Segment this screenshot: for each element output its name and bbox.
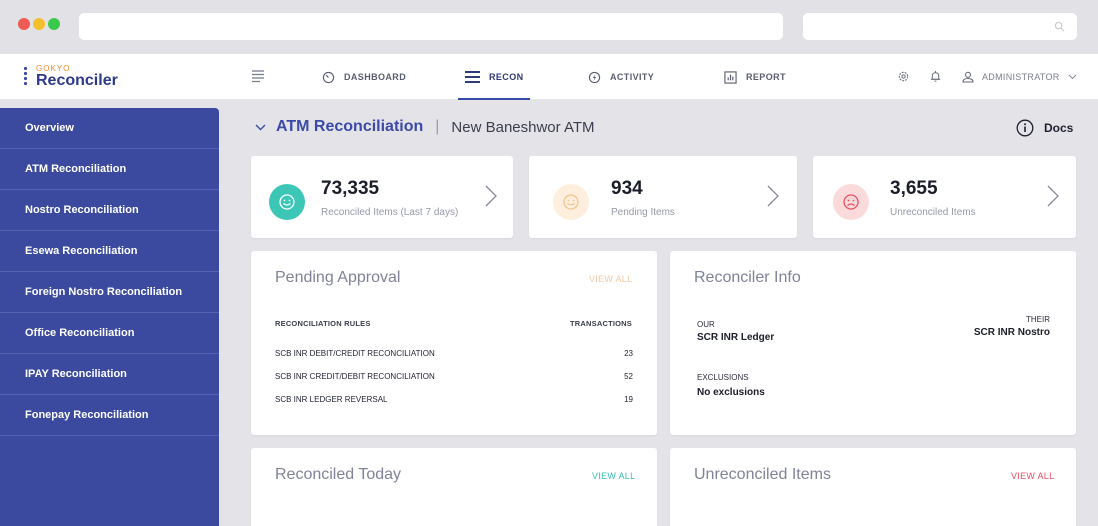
address-bar[interactable]	[79, 13, 783, 40]
their-label: THEIR	[1026, 315, 1050, 324]
activity-icon	[588, 71, 601, 83]
stat-label: Unreconciled Items	[890, 207, 976, 218]
page-subtitle: New Baneshwor ATM	[451, 118, 595, 136]
sidebar-item-foreign-nostro-reconciliation[interactable]: Foreign Nostro Reconciliation	[0, 272, 219, 313]
stat-value: 73,335	[321, 178, 380, 199]
view-all-link[interactable]: VIEW ALL	[589, 274, 633, 284]
stat-label: Pending Items	[611, 207, 675, 218]
sidebar-item-nostro-reconciliation[interactable]: Nostro Reconciliation	[0, 190, 219, 231]
maximize-window-dot[interactable]	[48, 18, 60, 30]
reconciler-info-panel: Reconciler Info OUR SCR INR Ledger THEIR…	[670, 251, 1076, 435]
close-window-dot[interactable]	[18, 18, 30, 30]
info-icon	[1016, 119, 1034, 137]
report-chart-icon	[724, 70, 737, 84]
reconciled-today-panel: Reconciled Today VIEW ALL	[251, 448, 657, 526]
list-icon	[465, 71, 480, 83]
view-all-link[interactable]: VIEW ALL	[1011, 471, 1055, 481]
stat-card-unreconciled[interactable]: 3,655 Unreconciled Items	[813, 156, 1076, 238]
our-label: OUR	[697, 320, 715, 329]
stat-value: 934	[611, 178, 643, 199]
tab-activity-label: ACTIVITY	[610, 72, 655, 82]
tab-recon[interactable]: RECON	[465, 54, 524, 100]
chevron-right-icon	[767, 185, 779, 207]
panel-title: Reconciler Info	[694, 269, 801, 286]
user-icon	[962, 71, 974, 83]
browser-search-input[interactable]	[803, 13, 1077, 40]
tab-report-label: REPORT	[746, 72, 786, 82]
sidebar-item-label: Overview	[25, 122, 74, 134]
tab-dashboard[interactable]: DASHBOARD	[322, 54, 406, 100]
table-row-rule[interactable]: SCB INR CREDIT/DEBIT RECONCILIATION	[275, 372, 435, 381]
sidebar-item-fonepay-reconciliation[interactable]: Fonepay Reconciliation	[0, 395, 219, 436]
panel-title: Pending Approval	[275, 269, 401, 286]
sidebar-item-label: Foreign Nostro Reconciliation	[25, 286, 183, 298]
user-menu[interactable]: ADMINISTRATOR	[962, 54, 1085, 100]
sidebar-item-label: Nostro Reconciliation	[25, 204, 139, 216]
stat-card-reconciled[interactable]: 73,335 Reconciled Items (Last 7 days)	[251, 156, 513, 238]
stat-card-pending[interactable]: 934 Pending Items	[529, 156, 797, 238]
table-row-count: 23	[624, 349, 633, 358]
page-title-row: ATM Reconciliation | New Baneshwor ATM	[255, 113, 595, 141]
sidebar-item-label: ATM Reconciliation	[25, 163, 127, 175]
exclusions-value: No exclusions	[697, 387, 765, 398]
search-icon	[1054, 21, 1065, 32]
user-name: ADMINISTRATOR	[982, 72, 1060, 82]
unreconciled-items-panel: Unreconciled Items VIEW ALL	[670, 448, 1076, 526]
panel-title: Reconciled Today	[275, 466, 402, 483]
logo-mark-icon	[24, 67, 30, 87]
col-header-transactions: TRANSACTIONS	[570, 319, 632, 328]
sidebar-item-ipay-reconciliation[interactable]: IPAY Reconciliation	[0, 354, 219, 395]
sidebar-item-label: Fonepay Reconciliation	[25, 409, 149, 421]
minimize-window-dot[interactable]	[33, 18, 45, 30]
sidebar-item-label: Esewa Reconciliation	[25, 245, 138, 257]
browser-chrome	[0, 0, 1098, 54]
our-value: SCR INR Ledger	[697, 332, 775, 343]
title-separator: |	[435, 118, 440, 135]
tab-report[interactable]: REPORT	[724, 54, 786, 100]
dashboard-gauge-icon	[322, 71, 335, 83]
notification-bell-icon[interactable]	[929, 70, 942, 83]
stat-label: Reconciled Items (Last 7 days)	[321, 207, 459, 218]
table-row-count: 52	[624, 372, 633, 381]
active-tab-indicator	[458, 98, 530, 100]
sidebar-item-esewa-reconciliation[interactable]: Esewa Reconciliation	[0, 231, 219, 272]
tab-recon-label: RECON	[489, 72, 524, 82]
pending-approval-panel: Pending Approval VIEW ALL RECONCILIATION…	[251, 251, 657, 435]
sidebar-item-overview[interactable]: Overview	[0, 108, 219, 149]
table-row-rule[interactable]: SCB INR LEDGER REVERSAL	[275, 395, 388, 404]
sidebar-item-label: Office Reconciliation	[25, 327, 135, 339]
sad-face-icon	[833, 184, 869, 220]
col-header-rules: RECONCILIATION RULES	[275, 319, 371, 328]
happy-face-icon	[269, 184, 305, 220]
sidebar: Overview ATM Reconciliation Nostro Recon…	[0, 108, 219, 526]
chevron-down-icon	[1068, 74, 1076, 80]
chevron-down-icon[interactable]	[255, 124, 266, 131]
tab-activity[interactable]: ACTIVITY	[588, 54, 654, 100]
chevron-right-icon	[1047, 185, 1059, 207]
docs-label: Docs	[1044, 121, 1074, 135]
neutral-face-icon	[553, 184, 589, 220]
hamburger-menu-icon[interactable]	[251, 69, 265, 83]
stat-value: 3,655	[890, 178, 938, 199]
sidebar-item-label: IPAY Reconciliation	[25, 368, 127, 380]
table-row-rule[interactable]: SCB INR DEBIT/CREDIT RECONCILIATION	[275, 349, 435, 358]
view-all-link[interactable]: VIEW ALL	[592, 471, 636, 481]
their-value: SCR INR Nostro	[973, 327, 1050, 338]
logo-brand-small: GOKYO	[36, 64, 71, 73]
table-row-count: 19	[624, 395, 633, 404]
logo-brand-name: Reconciler	[36, 72, 118, 89]
settings-gear-icon[interactable]	[897, 70, 910, 83]
page-title: ATM Reconciliation	[276, 118, 424, 135]
docs-link[interactable]: Docs	[1016, 119, 1073, 137]
chevron-right-icon	[485, 185, 497, 207]
app-header: GOKYO Reconciler DASHBOARD RECON ACTIVIT…	[0, 54, 1098, 100]
tab-dashboard-label: DASHBOARD	[344, 72, 407, 82]
exclusions-label: EXCLUSIONS	[697, 373, 749, 382]
sidebar-item-atm-reconciliation[interactable]: ATM Reconciliation	[0, 149, 219, 190]
sidebar-item-office-reconciliation[interactable]: Office Reconciliation	[0, 313, 219, 354]
panel-title: Unreconciled Items	[694, 466, 831, 483]
